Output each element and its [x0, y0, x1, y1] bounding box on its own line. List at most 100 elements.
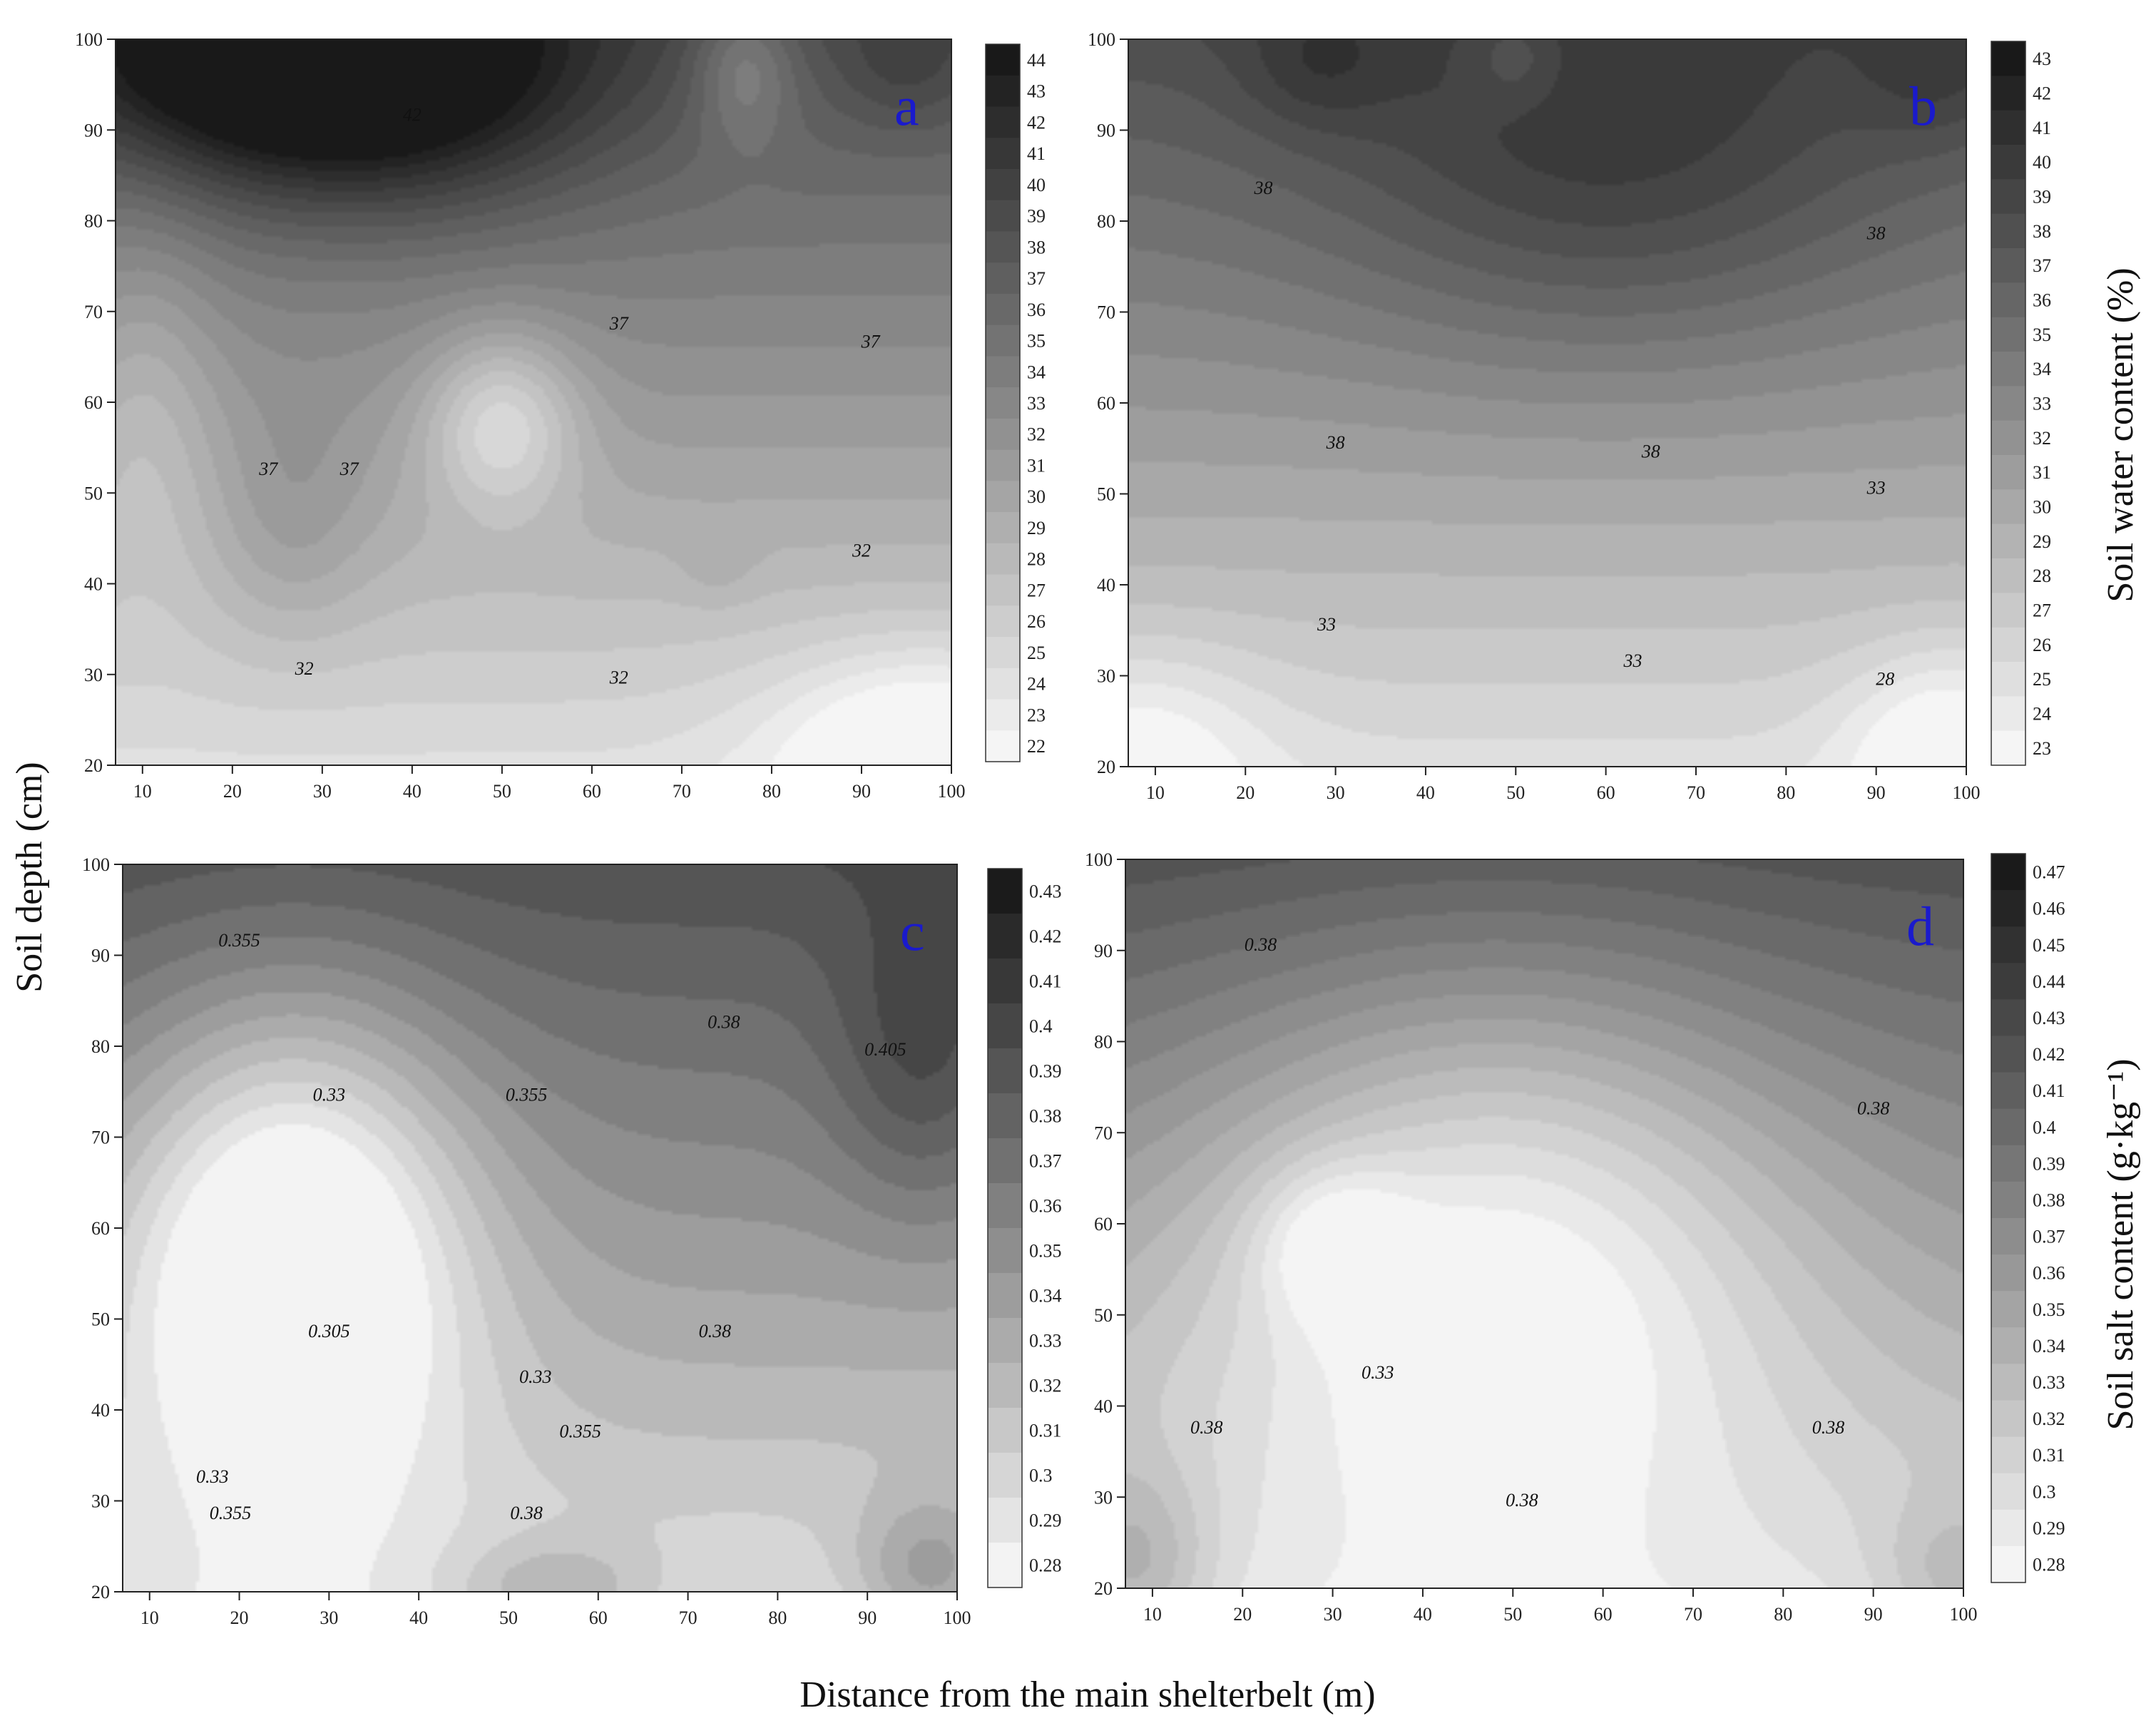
y-tick-label: 30	[84, 665, 103, 685]
y-tick-label: 20	[1094, 1578, 1113, 1599]
colorbar-swatch	[1991, 110, 2025, 145]
contour-label: 0.33	[1361, 1362, 1394, 1383]
colorbar-tick-label: 28	[1027, 549, 1046, 570]
colorbar-tick-label: 0.28	[1029, 1555, 1062, 1576]
contour-label: 0.33	[519, 1366, 552, 1387]
x-tick-label: 70	[1684, 1604, 1702, 1625]
x-tick-label: 50	[1506, 782, 1525, 803]
x-tick-label: 90	[1867, 782, 1886, 803]
colorbar-swatch	[1991, 963, 2025, 1000]
colorbar-swatch	[1991, 386, 2025, 421]
x-tick-label: 70	[673, 781, 691, 802]
colorbar-frame	[1991, 41, 2026, 766]
contour-label: 38	[1866, 223, 1886, 244]
colorbar-tick-label: 0.44	[2033, 971, 2065, 992]
colorbar-swatch	[986, 481, 1020, 513]
colorbar-tick-label: 43	[1027, 81, 1046, 102]
y-tick-label: 70	[84, 302, 103, 322]
x-tick-label: 90	[1864, 1604, 1883, 1625]
colorbar-swatch	[1991, 1072, 2025, 1110]
contour-label: 0.355	[218, 930, 260, 951]
x-tick-label: 100	[944, 1607, 971, 1628]
colorbar-swatch	[1991, 1545, 2025, 1583]
colorbar-tick-label: 29	[2033, 531, 2051, 552]
colorbar-swatch	[988, 1453, 1022, 1498]
colorbar-swatch	[1991, 730, 2025, 766]
colorbar-tick-label: 0.39	[2033, 1153, 2065, 1174]
panel-c: 10 20 30 40 50 60 70 80 90 100 20 30 40 50 60 70 80 90 100…	[82, 854, 1062, 1628]
colorbar-tick-label: 0.33	[2033, 1372, 2065, 1393]
x-axis-label: Distance from the main shelterbelt (m)	[799, 1675, 1375, 1715]
x-tick-label: 30	[313, 781, 332, 802]
x-tick-label: 20	[1236, 782, 1255, 803]
contour-label: 37	[609, 313, 629, 334]
contour-label: 37	[861, 332, 881, 352]
colorbar-tick-label: 25	[1027, 643, 1046, 663]
colorbar-swatch	[1991, 696, 2025, 732]
x-tick-label: 80	[1774, 1604, 1792, 1625]
colorbar-tick-label: 0.32	[1029, 1376, 1062, 1396]
colorbar-tick-label: 0.29	[2033, 1518, 2065, 1538]
colorbar-tick-label: 0.34	[2033, 1336, 2065, 1356]
colorbar-swatch	[1991, 1473, 2025, 1510]
colorbar-tick-label: 0.41	[2033, 1080, 2065, 1101]
x-tick-label: 70	[679, 1607, 698, 1628]
colorbar-tick-label: 27	[2033, 600, 2051, 621]
y-tick-label: 30	[91, 1491, 110, 1512]
panel-b: 10 20 30 40 50 60 70 80 90 100 20 30 40 50 60 70 80 90 100…	[1088, 29, 2051, 803]
colorbar-tick-label: 42	[1027, 112, 1046, 133]
colorbar-tick-label: 33	[1027, 393, 1046, 414]
colorbar-swatch	[988, 869, 1022, 914]
y-tick-label: 60	[1094, 1214, 1113, 1234]
x-tick-label: 90	[858, 1607, 877, 1628]
x-tick-label: 40	[1416, 782, 1435, 803]
x-tick-label: 20	[223, 781, 242, 802]
x-tick-label: 40	[409, 1607, 428, 1628]
colorbar-swatch	[1991, 1436, 2025, 1474]
x-tick-label: 30	[1327, 782, 1345, 803]
colorbar-swatch	[988, 958, 1022, 1004]
colorbar-frame	[1991, 853, 2026, 1583]
colorbar-swatch	[988, 1273, 1022, 1319]
y-tick-label: 30	[1094, 1487, 1113, 1508]
contour-label: 37	[339, 459, 359, 479]
colorbar-tick-label: 0.42	[2033, 1044, 2065, 1065]
colorbar-swatch	[1991, 1400, 2025, 1438]
colorbar-tick-label: 33	[2033, 394, 2051, 414]
contour-label: 0.355	[506, 1085, 548, 1105]
y-tick-label: 60	[91, 1218, 110, 1239]
colorbar-tick-label: 0.32	[2033, 1409, 2065, 1429]
colorbar-tick-label: 0.37	[1029, 1151, 1062, 1172]
x-tick-label: 40	[403, 781, 422, 802]
colorbar-swatch	[986, 637, 1020, 669]
y-tick-label: 60	[1097, 393, 1115, 414]
contour-label: 0.38	[699, 1321, 732, 1341]
y-tick-label: 100	[1088, 29, 1115, 50]
colorbar-swatch	[986, 231, 1020, 263]
contour-label: 28	[1876, 668, 1894, 689]
contour-label: 0.38	[1245, 934, 1277, 955]
colorbar-swatch	[1991, 627, 2025, 663]
colorbar-tick-label: 0.4	[2033, 1117, 2056, 1137]
colorbar-swatch	[1991, 489, 2025, 525]
colorbar-swatch	[986, 730, 1020, 762]
contour-label: 0.405	[864, 1039, 906, 1060]
colorbar-tick-label: 0.41	[1029, 971, 1062, 992]
y-tick-label: 20	[1097, 757, 1115, 777]
y-tick-label: 30	[1097, 666, 1115, 687]
y-tick-label: 100	[75, 29, 103, 50]
colorbar-tick-label: 37	[2033, 255, 2051, 276]
colorbar-swatch	[1991, 1364, 2025, 1401]
x-tick-label: 10	[1146, 782, 1165, 803]
contour-label: 33	[1623, 650, 1642, 671]
colorbar-swatch	[986, 605, 1020, 638]
colorbar-swatch	[1991, 248, 2025, 283]
colorbar-tick-label: 26	[2033, 635, 2051, 655]
colorbar-swatch	[988, 1093, 1022, 1139]
colorbar-tick-label: 0.47	[2033, 862, 2065, 883]
contour-label: 0.305	[308, 1321, 350, 1341]
y-tick-label: 80	[84, 211, 103, 232]
x-tick-label: 50	[499, 1607, 518, 1628]
colorbar-tick-label: 22	[1027, 736, 1046, 757]
contour-label: 0.38	[1812, 1417, 1845, 1438]
